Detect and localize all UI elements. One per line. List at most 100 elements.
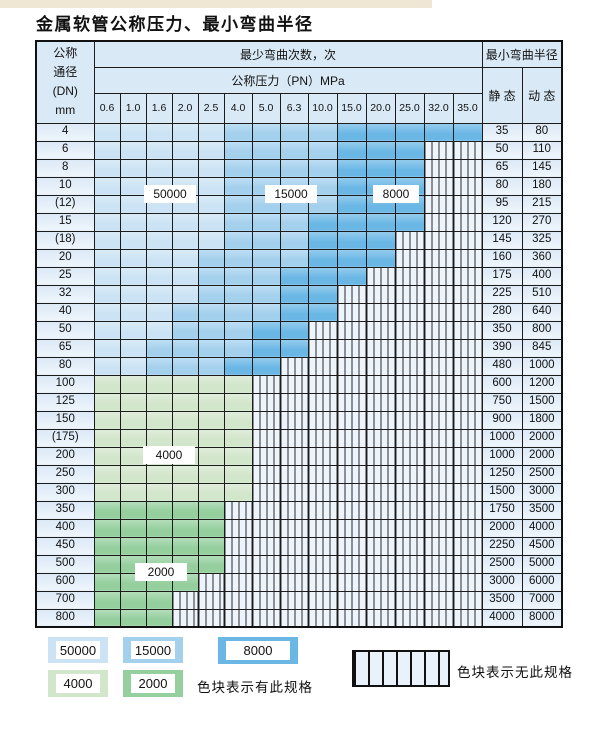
no-spec-cell [394,302,425,322]
no-spec-cell [307,608,338,628]
no-spec-cell [251,392,281,412]
spec-cell [145,158,173,178]
table-row: 100 600 1200 [35,374,563,394]
dynamic-radius-cell: 325 [521,230,563,250]
no-spec-cell [394,554,425,574]
dn-cell: 125 [35,392,95,412]
spec-cell [336,248,367,268]
spec-cell [93,140,121,160]
no-spec-cell [336,356,367,376]
spec-cell [279,212,309,232]
spec-cell [197,266,225,286]
no-spec-cell [336,608,367,628]
no-spec-cell [452,536,483,556]
no-spec-cell [307,338,338,358]
table-row: 15 120 270 [35,212,563,232]
header-row-1: 公称 通径 (DN) mm 最少弯曲次数，次 最小弯曲半径 [35,40,563,124]
dn-cell: 40 [35,302,95,322]
dynamic-radius-cell: 215 [521,194,563,214]
spec-cell [365,140,396,160]
spec-cell [197,482,225,502]
static-radius-cell: 160 [481,248,523,268]
no-spec-cell [336,554,367,574]
spec-cell [223,392,253,412]
spec-cell [223,158,253,178]
dynamic-radius-cell: 270 [521,212,563,232]
spec-cell [197,320,225,340]
no-spec-cell [251,428,281,448]
no-spec-cell [452,464,483,484]
no-spec-cell [394,230,425,250]
no-spec-cell [279,518,309,538]
static-radius-cell: 280 [481,302,523,322]
spec-cell [394,140,425,160]
pressure-col-header: 2.0 [171,92,199,124]
pressure-col-header: 35.0 [452,92,483,124]
no-spec-cell [365,374,396,394]
legend-swatch-15000: 15000 [123,637,183,663]
spec-cell [197,230,225,250]
dn-cell: 25 [35,266,95,286]
spec-cell [145,500,173,520]
table-row: 20 160 360 [35,248,563,268]
no-spec-cell [307,590,338,610]
no-spec-cell [336,374,367,394]
spec-cell [145,230,173,250]
no-spec-cell [251,590,281,610]
no-spec-cell [365,482,396,502]
region-label-4000: 4000 [143,446,195,464]
radius-header: 最小弯曲半径 [481,40,563,68]
static-radius-cell: 350 [481,320,523,340]
spec-cell [336,140,367,160]
dn-cell: 20 [35,248,95,268]
no-spec-cell [394,482,425,502]
spec-cell [119,410,147,430]
spec-cell [145,392,173,412]
spec-cell [145,590,173,610]
dynamic-radius-cell: 180 [521,176,563,196]
spec-cell [119,392,147,412]
no-spec-cell [394,500,425,520]
spec-cell [145,122,173,142]
spec-cell [171,212,199,232]
no-spec-cell [223,608,253,628]
spec-cell [197,356,225,376]
dynamic-radius-cell: 1500 [521,392,563,412]
spec-cell [251,122,281,142]
spec-cell [307,248,338,268]
spec-cell [93,464,121,484]
no-spec-cell [423,230,454,250]
no-spec-cell [394,392,425,412]
spec-cell [93,338,121,358]
dn-cell: 250 [35,464,95,484]
no-spec-cell [307,356,338,376]
no-spec-cell [452,212,483,232]
no-spec-cell [279,572,309,592]
no-spec-cell [452,554,483,574]
spec-cell [93,266,121,286]
no-spec-cell [394,446,425,466]
dn-cell: (12) [35,194,95,214]
dynamic-radius-cell: 1000 [521,356,563,376]
no-spec-cell [423,554,454,574]
dn-header-line: 公称 [53,46,78,61]
spec-cell [251,302,281,322]
spec-cell [119,320,147,340]
spec-cell [145,536,173,556]
no-spec-cell [251,572,281,592]
spec-cell [223,410,253,430]
spec-cell [93,482,121,502]
no-spec-cell [336,572,367,592]
dn-cell: 700 [35,590,95,610]
spec-cell [223,338,253,358]
no-spec-cell [365,554,396,574]
spec-cell [171,500,199,520]
no-spec-cell [365,266,396,286]
dn-cell: 8 [35,158,95,178]
legend-swatch-label: 2000 [131,674,175,693]
spec-cell [365,230,396,250]
legend-hatch-box [352,650,450,687]
spec-cell [93,302,121,322]
static-radius-cell: 2000 [481,518,523,538]
no-spec-cell [365,608,396,628]
